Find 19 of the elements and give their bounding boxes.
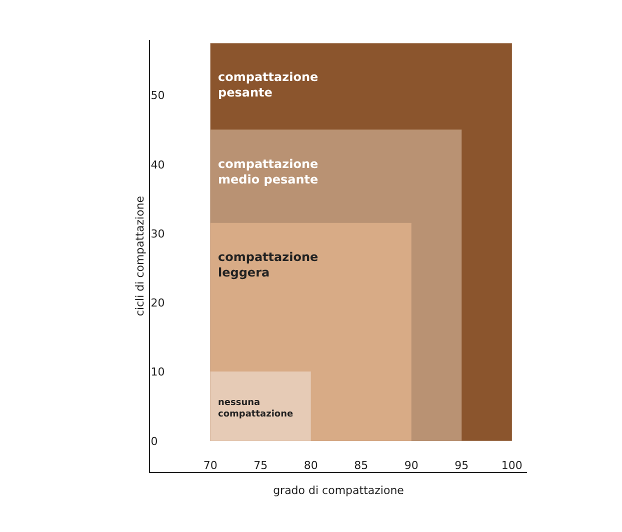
x-tick-label: 90 bbox=[404, 459, 418, 472]
x-tick-label: 80 bbox=[304, 459, 318, 472]
y-axis-title: cicli di compattazione bbox=[133, 196, 146, 316]
x-tick-label: 100 bbox=[501, 459, 522, 472]
y-tick-label: 20 bbox=[150, 296, 165, 310]
y-tick-label: 30 bbox=[150, 227, 165, 240]
series-label: compattazione leggera bbox=[218, 250, 318, 280]
y-tick-label: 40 bbox=[150, 158, 165, 172]
y-tick-label: 50 bbox=[150, 89, 165, 102]
series-label: nessuna compattazione bbox=[218, 398, 294, 420]
x-tick-label: 95 bbox=[454, 459, 469, 472]
x-tick-label: 70 bbox=[203, 459, 218, 472]
x-tick-label: 75 bbox=[254, 459, 268, 472]
series-label: compattazione pesante bbox=[218, 70, 318, 100]
series-label: compattazione medio pesante bbox=[218, 157, 318, 187]
x-axis-title: grado di compattazione bbox=[273, 484, 404, 498]
x-tick-label: 85 bbox=[354, 459, 368, 472]
y-tick-label: 0 bbox=[150, 434, 158, 448]
y-tick-label: 10 bbox=[150, 366, 165, 379]
